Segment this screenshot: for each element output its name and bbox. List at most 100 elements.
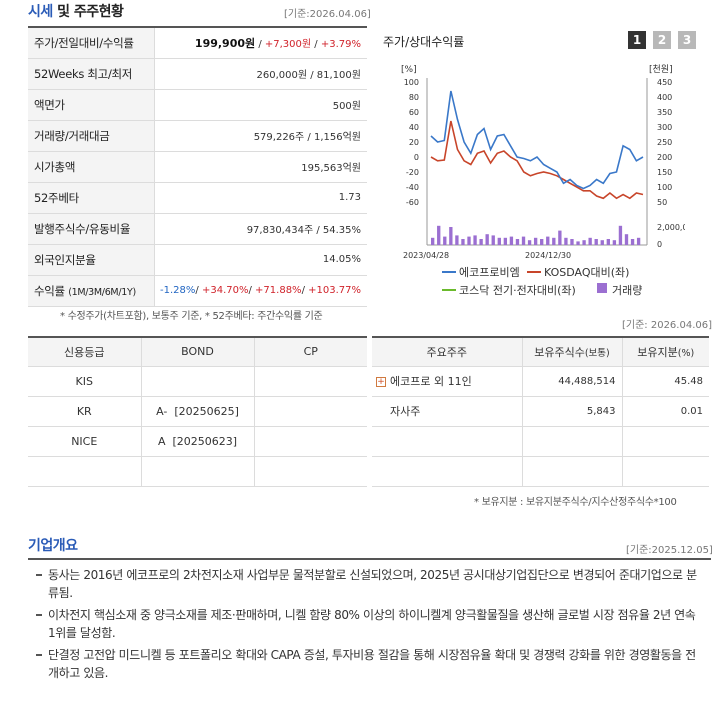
holder-shares [522, 426, 623, 457]
holder-name [372, 456, 523, 487]
credit-agency: NICE [28, 426, 142, 457]
right-axis-tick: 400 [657, 93, 672, 102]
left-axis-tick: 100 [404, 78, 419, 87]
left-axis-tick: 20 [409, 138, 419, 147]
market-note: * 수정주가(차트포함), 보통주 기준, * 52주베타: 주간수익률 기준 [60, 311, 323, 322]
legend-sector: 코스닥 전기·전자대비(좌) [459, 284, 576, 297]
left-axis-tick: -60 [406, 198, 419, 207]
volume-bar [497, 237, 501, 245]
volume-bar [624, 234, 629, 245]
legend-swatch-stock [442, 271, 456, 273]
price-change-pct: +3.79% [320, 38, 361, 50]
volume-bar [564, 237, 568, 245]
row-label-par: 액면가 [28, 89, 155, 121]
row-label-volume: 거래량/거래대금 [28, 120, 155, 152]
volume-bar [612, 240, 617, 245]
credit-agency: KIS [28, 366, 142, 397]
right-axis-tick: 100 [657, 183, 672, 192]
row-label-beta: 52주베타 [28, 182, 155, 214]
table-row: 액면가 500원 [28, 89, 367, 121]
table-row: KIS [28, 366, 367, 397]
legend-kosdaq: KOSDAQ대비(좌) [544, 266, 630, 279]
chart-page-1-button[interactable]: 1 [628, 31, 646, 49]
volume-bar [630, 239, 635, 245]
credit-bond: A [20250623] [141, 426, 255, 457]
holder-pct [622, 426, 709, 457]
price-change: +7,300원 [264, 38, 312, 50]
holders-header-pct: 보유지분(%) [622, 337, 709, 367]
volume-bar [588, 237, 592, 245]
volume-bar [636, 237, 641, 245]
volume-bar [594, 239, 598, 245]
volume-bar [479, 239, 483, 245]
volume-axis-tick: 2,000,000 [657, 223, 685, 232]
volume-axis-zero: 0 [657, 240, 662, 249]
overview-basis-date: [기준:2025.12.05] [626, 545, 713, 556]
overview-title: 기업개요 [28, 538, 78, 554]
volume-bar [503, 237, 508, 245]
credit-cp [254, 426, 367, 457]
table-row: 52주베타 1.73 [28, 182, 367, 214]
row-label-foreign: 외국인지분율 [28, 244, 155, 276]
credit-bond [141, 366, 255, 397]
credit-bond [141, 456, 255, 487]
volume-bar [527, 240, 532, 245]
holder-pct [622, 456, 709, 487]
chart-page-3-button[interactable]: 3 [678, 31, 696, 49]
list-item: 이차전지 핵심소재 중 양극소재를 제조·판매하며, 니켈 함량 80% 이상의… [36, 606, 706, 642]
table-row [372, 426, 709, 457]
volume-bar [618, 225, 623, 245]
volume-bar [485, 234, 489, 245]
holders-header-name: 주요주주 [372, 337, 523, 367]
legend-swatch-sector [442, 289, 456, 291]
volume-bar [443, 236, 447, 245]
holders-basis-date: [기준: 2026.04.06] [622, 320, 713, 331]
right-axis-tick: 250 [657, 138, 672, 147]
list-item: 단결정 고전압 미드니켈 등 포트폴리오 확대와 CAPA 증설, 투자비용 절… [36, 646, 706, 682]
table-row: 발행주식수/유동비율 97,830,434주 / 54.35% [28, 213, 367, 245]
row-value-mktcap: 195,563억원 [154, 151, 367, 183]
holder-shares: 44,488,514 [522, 366, 623, 397]
x-axis-label: 2024/12/30 [525, 251, 571, 260]
row-value-beta: 1.73 [154, 182, 367, 214]
right-unit-label: [천원] [649, 64, 673, 75]
legend-swatch-kosdaq [527, 271, 541, 273]
holder-pct: 0.01 [622, 396, 709, 427]
row-value-shares: 97,830,434주 / 54.35% [154, 213, 367, 245]
credit-rating-table: 신용등급 BOND CP KIS KR A- [20250625] NICE A… [28, 336, 367, 487]
left-axis-tick: 60 [409, 108, 419, 117]
holder-name [372, 426, 523, 457]
row-label-52w: 52Weeks 최고/최저 [28, 58, 155, 90]
expand-plus-icon[interactable]: + [376, 377, 386, 387]
current-price: 199,900원 [194, 36, 256, 50]
credit-cp [254, 456, 367, 487]
market-basis-date: [기준:2026.04.06] [284, 9, 371, 20]
right-axis-tick: 200 [657, 153, 672, 162]
volume-bar [491, 235, 495, 245]
volume-bar [509, 236, 514, 245]
left-axis-tick: 80 [409, 93, 419, 102]
volume-bar [533, 237, 538, 245]
major-holders-table: 주요주주 보유주식수(보통) 보유지분(%) + 에코프로 외 11인 44,48… [372, 336, 709, 487]
chart-page-2-button[interactable]: 2 [653, 31, 671, 49]
right-axis-tick: 450 [657, 78, 672, 87]
table-row [28, 456, 367, 487]
holders-header-shares: 보유주식수(보통) [522, 337, 623, 367]
overview-divider [28, 558, 711, 560]
volume-bar [570, 239, 574, 245]
volume-bar [540, 239, 544, 245]
row-label-mktcap: 시가총액 [28, 151, 155, 183]
holder-name: + 에코프로 외 11인 [372, 366, 523, 397]
row-value-volume: 579,226주 / 1,156억원 [154, 120, 367, 152]
left-unit-label: [%] [401, 65, 417, 75]
volume-bar [600, 240, 604, 245]
table-row: 거래량/거래대금 579,226주 / 1,156억원 [28, 120, 367, 152]
market-section-title: 시세 및 주주현황 [28, 4, 124, 20]
volume-bar [576, 241, 580, 245]
credit-agency [28, 456, 142, 487]
volume-bar [455, 235, 459, 245]
right-axis-tick: 350 [657, 108, 672, 117]
volume-bar [558, 230, 562, 245]
left-axis-tick: -20 [406, 168, 419, 177]
x-axis-label: 2023/04/28 [403, 251, 449, 260]
